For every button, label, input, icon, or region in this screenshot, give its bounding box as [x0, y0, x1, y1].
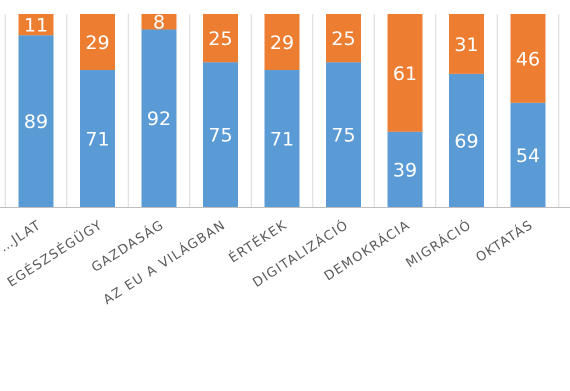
data-label-series-2: 25	[208, 28, 232, 50]
data-label-series-2: 8	[153, 12, 165, 34]
bar-series-1	[203, 62, 238, 207]
category-label: OKTATÁS	[473, 217, 536, 266]
bar-series-2	[510, 14, 546, 103]
bar-series-1	[141, 29, 177, 207]
data-label-series-1: 39	[393, 159, 417, 181]
data-label-series-1: 71	[270, 128, 294, 150]
bar-series-1	[18, 35, 54, 208]
data-label-series-1: 92	[147, 108, 171, 130]
data-label-series-1: 71	[85, 128, 109, 150]
data-label-series-2: 61	[393, 63, 417, 85]
bar-series-2	[203, 14, 238, 63]
data-label-series-2: 31	[454, 34, 478, 56]
category-label: EGÉSZSÉGÜGY	[4, 216, 106, 290]
bar-series-2	[80, 14, 115, 70]
data-labels: 89 11 71 29 92 8 75 25 71 29 75 25 39 61 69 31 54 46	[24, 12, 540, 182]
data-label-series-2: 29	[270, 32, 294, 54]
data-label-series-1: 69	[454, 130, 478, 152]
data-label-series-2: 25	[331, 28, 355, 50]
bar-series-1	[80, 69, 115, 207]
category-label: …JLAT	[0, 218, 44, 256]
category-label: MIGRÁCIÓ	[403, 217, 475, 271]
bar-series-1	[387, 131, 423, 207]
bar-series-2	[18, 14, 54, 36]
data-label-series-1: 75	[208, 125, 232, 147]
bars	[18, 14, 546, 208]
bar-series-1	[326, 62, 361, 207]
data-label-series-1: 75	[331, 125, 355, 147]
bar-series-1	[449, 73, 484, 207]
bar-series-1	[510, 102, 546, 207]
bar-series-2	[387, 14, 423, 132]
data-label-series-2: 11	[24, 15, 48, 37]
data-label-series-1: 54	[516, 145, 540, 167]
bar-series-1	[264, 69, 300, 207]
gridlines	[4, 14, 560, 207]
bar-series-2	[264, 14, 300, 70]
bar-series-2	[449, 14, 484, 74]
data-label-series-1: 89	[24, 111, 48, 133]
bar-series-2	[326, 14, 361, 63]
data-label-series-2: 46	[516, 48, 540, 70]
bar-series-2	[141, 14, 177, 30]
data-label-series-2: 29	[85, 32, 109, 54]
